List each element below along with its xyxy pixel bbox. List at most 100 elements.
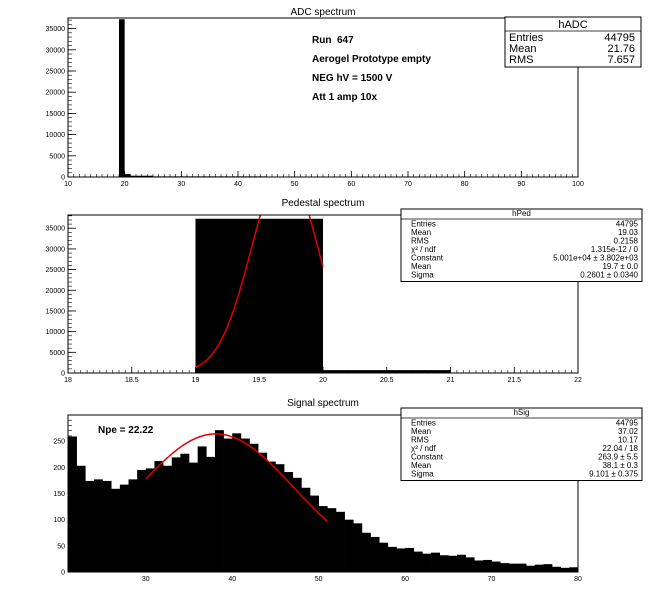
histogram-bar <box>413 551 423 572</box>
histogram-bar <box>335 511 345 572</box>
histogram-bar <box>526 565 536 572</box>
stats-box-0: hADC Entries 44795 Mean 21.76 RMS 7.657 <box>504 16 642 68</box>
x-tick-label: 60 <box>347 181 355 188</box>
histogram-bar <box>119 484 129 572</box>
x-axis-1: 18 18.5 19 19.5 20 20.5 21 21.5 22 <box>64 367 582 384</box>
stats-value: 9.101 ± 0.375 <box>589 470 638 479</box>
stats-label: RMS <box>411 237 429 246</box>
x-tick-label: 70 <box>404 181 412 188</box>
histogram-bars-2 <box>68 430 579 572</box>
histogram-bar <box>448 555 458 572</box>
x-tick-label: 22 <box>574 377 582 384</box>
histogram-bar <box>258 452 268 572</box>
stats-box-frame <box>400 208 643 282</box>
histogram-bar <box>508 563 518 572</box>
stats-value: 38.1 ± 0.3 <box>602 461 638 470</box>
stats-box-2: hSig Entries 44795 Mean 37.02 RMS 10.17 χ² / nd… <box>400 407 643 481</box>
histogram-bar <box>145 468 155 572</box>
histogram-bar <box>180 453 190 572</box>
histogram-bar <box>85 480 95 572</box>
stats-value: 37.02 <box>618 427 639 436</box>
histogram-bar <box>76 465 86 572</box>
x-tick-label: 40 <box>228 576 236 583</box>
histogram-bar <box>327 508 337 572</box>
histogram-bar <box>370 536 380 572</box>
y-tick-label: 20000 <box>46 90 66 97</box>
x-tick-label: 30 <box>142 576 150 583</box>
x-tick-label: 70 <box>488 576 496 583</box>
x-tick-label: 21.5 <box>507 377 521 384</box>
x-axis-2: 30 40 50 60 70 80 <box>67 566 582 583</box>
stats-label: RMS <box>509 54 533 66</box>
histogram-bar <box>491 561 501 572</box>
stats-box-title: hPed <box>512 209 531 218</box>
stats-label: Sigma <box>411 271 434 280</box>
stats-label: Mean <box>411 461 431 470</box>
histogram-bar <box>422 553 432 572</box>
x-tick-label: 90 <box>517 181 525 188</box>
y-tick-label: 50 <box>57 543 65 550</box>
y-tick-label: 15000 <box>46 111 66 118</box>
y-tick-label: 25000 <box>46 69 66 76</box>
histogram-bar <box>119 19 125 177</box>
histogram-bar <box>387 546 397 572</box>
histogram-bar <box>111 488 121 572</box>
histogram-bar <box>137 469 147 572</box>
stats-label: Entries <box>411 419 436 428</box>
stats-label: Entries <box>509 32 544 44</box>
y-tick-label: 20000 <box>46 288 66 295</box>
stats-value: 0.2601 ± 0.0340 <box>580 271 638 280</box>
stats-box-1: hPed Entries 44795 Mean 19.03 RMS 0.2158 χ² / n… <box>400 208 643 282</box>
histogram-bar <box>465 557 475 572</box>
x-tick-label: 60 <box>401 576 409 583</box>
x-tick-label: 40 <box>234 181 242 188</box>
x-tick-label: 80 <box>574 576 582 583</box>
histogram-bar <box>171 457 181 572</box>
stats-label: χ² / ndf <box>411 245 436 254</box>
hv-label: NEG hV = 1500 V <box>312 73 393 84</box>
x-tick-label: 50 <box>315 576 323 583</box>
y-axis-2: 0 50 100 150 200 250 <box>53 414 76 577</box>
stats-value: 44795 <box>616 419 639 428</box>
x-tick-label: 20.5 <box>380 377 394 384</box>
fit-curve <box>145 433 328 522</box>
signal-title: Signal spectrum <box>287 398 359 409</box>
x-tick-label: 18 <box>64 377 72 384</box>
y-axis-1: 0 5000 10000 15000 20000 25000 30000 35000 <box>46 215 76 378</box>
histogram-bar <box>301 487 311 572</box>
stats-value: 10.17 <box>618 436 639 445</box>
prototype-label: Aerogel Prototype empty <box>312 54 431 65</box>
stats-value: 263.9 ± 5.5 <box>598 453 639 462</box>
y-tick-label: 0 <box>61 570 65 577</box>
histogram-bar <box>552 566 562 572</box>
histogram-bar <box>456 554 466 572</box>
y-tick-label: 25000 <box>46 267 66 274</box>
x-tick-label: 100 <box>572 181 584 188</box>
stats-value: 19.03 <box>618 228 639 237</box>
x-tick-label: 50 <box>291 181 299 188</box>
histogram-bar <box>124 174 131 177</box>
histogram-bar <box>560 567 570 572</box>
histogram-bar <box>102 480 112 572</box>
stats-box-frame <box>400 407 643 481</box>
attenuation-label: Att 1 amp 10x <box>312 92 377 103</box>
histogram-bar <box>517 563 527 572</box>
histogram-bar <box>482 559 492 572</box>
panel-0: 10 20 30 40 50 60 70 80 90 100 0 5000 10000 15000 2000… <box>46 16 642 188</box>
panel-1: 18 18.5 19 19.5 20 20.5 21 21.5 22 0 5000 10000 1500… <box>46 208 643 384</box>
y-axis-0: 0 5000 10000 15000 20000 25000 30000 35000 <box>46 19 76 182</box>
stats-value: 19.7 ± 0.0 <box>602 262 638 271</box>
histogram-bar <box>223 438 233 572</box>
stats-label: Constant <box>411 453 444 462</box>
stats-value: 22.04 / 18 <box>602 444 638 453</box>
x-tick-label: 20 <box>121 181 129 188</box>
histogram-bar <box>154 461 164 572</box>
histogram-bar <box>128 479 138 572</box>
y-tick-label: 10000 <box>46 132 66 139</box>
histogram-bar <box>439 555 449 572</box>
histogram-bar <box>284 472 294 572</box>
y-tick-label: 10000 <box>46 329 66 336</box>
y-tick-label: 250 <box>53 439 65 446</box>
histogram-bar <box>361 532 371 572</box>
